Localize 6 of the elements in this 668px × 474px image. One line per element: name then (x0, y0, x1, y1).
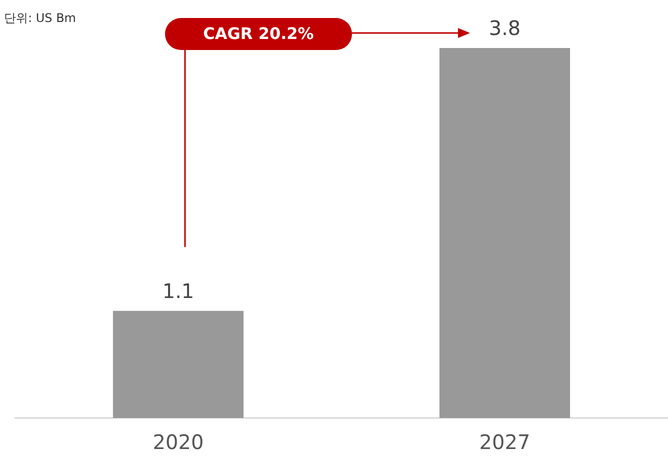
data-label: 1.1 (162, 279, 194, 304)
data-label: 3.8 (488, 16, 521, 40)
x-tick-label: 2027 (479, 430, 530, 454)
x-tick-label: 2020 (152, 430, 204, 454)
text: 단위: US Bm (4, 10, 76, 27)
rounded-badge: CAGR 20.2% (165, 18, 352, 50)
